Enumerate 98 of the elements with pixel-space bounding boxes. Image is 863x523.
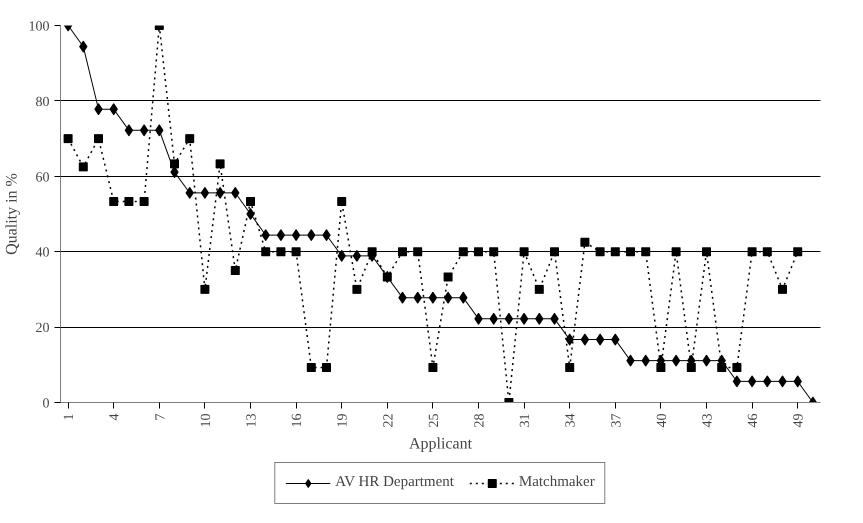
point bbox=[550, 247, 559, 256]
point bbox=[580, 238, 590, 247]
point bbox=[64, 134, 73, 144]
point bbox=[672, 354, 680, 367]
point bbox=[444, 272, 453, 282]
x-axis-title: Applicant bbox=[408, 436, 473, 452]
point bbox=[322, 362, 331, 372]
point bbox=[398, 292, 407, 304]
point bbox=[702, 354, 711, 367]
point bbox=[474, 247, 483, 256]
point bbox=[170, 159, 179, 168]
legend-label: AV HR Department bbox=[335, 474, 454, 491]
point bbox=[610, 247, 620, 256]
point bbox=[109, 197, 118, 206]
point bbox=[428, 362, 438, 372]
x-tick-label: 49 bbox=[792, 414, 807, 428]
point bbox=[520, 247, 529, 256]
point bbox=[748, 375, 756, 388]
point bbox=[686, 362, 696, 372]
x-tick-label: 19 bbox=[336, 414, 351, 428]
point bbox=[352, 250, 362, 262]
point bbox=[550, 312, 559, 325]
point bbox=[428, 292, 438, 304]
y-axis-title: Quality in % bbox=[4, 173, 20, 255]
point bbox=[140, 124, 148, 136]
point bbox=[230, 266, 240, 276]
x-tick-label: 22 bbox=[381, 414, 396, 428]
x-tick-label: 28 bbox=[472, 414, 488, 428]
point bbox=[216, 159, 225, 168]
point bbox=[489, 247, 498, 256]
point bbox=[124, 124, 134, 136]
point bbox=[626, 247, 635, 256]
point bbox=[748, 247, 757, 256]
x-tick-label: 13 bbox=[244, 414, 260, 428]
point bbox=[216, 186, 224, 199]
point bbox=[200, 186, 210, 199]
point bbox=[534, 284, 544, 294]
y-tick-label: 0 bbox=[42, 396, 50, 412]
point bbox=[580, 334, 590, 346]
point bbox=[246, 208, 255, 220]
x-tick-label: 46 bbox=[746, 414, 762, 428]
point bbox=[474, 312, 483, 325]
point bbox=[292, 247, 301, 256]
point bbox=[672, 247, 681, 256]
y-tick-label: 20 bbox=[36, 321, 50, 336]
point bbox=[322, 229, 331, 242]
x-tick-label: 10 bbox=[198, 414, 214, 428]
point bbox=[352, 284, 362, 294]
point bbox=[78, 162, 88, 172]
point bbox=[565, 362, 574, 372]
x-tick-label: 31 bbox=[518, 414, 534, 428]
point bbox=[413, 247, 422, 256]
point bbox=[306, 362, 316, 372]
point bbox=[656, 362, 666, 372]
point bbox=[778, 284, 787, 294]
point bbox=[368, 247, 377, 256]
x-tick-label: 4 bbox=[108, 414, 123, 420]
point bbox=[717, 362, 726, 372]
point bbox=[398, 247, 407, 256]
point bbox=[762, 247, 772, 256]
point bbox=[458, 247, 468, 256]
point bbox=[793, 247, 802, 256]
point bbox=[94, 103, 103, 116]
point bbox=[641, 247, 650, 256]
point bbox=[702, 247, 711, 256]
point bbox=[276, 247, 286, 256]
x-tick-label: 1 bbox=[62, 414, 78, 420]
point bbox=[626, 354, 635, 367]
x-tick-label: 37 bbox=[609, 414, 624, 428]
point bbox=[140, 197, 149, 206]
point bbox=[520, 312, 528, 325]
point bbox=[94, 134, 103, 144]
point bbox=[261, 247, 270, 256]
x-tick-label: 16 bbox=[290, 414, 306, 428]
point bbox=[246, 197, 255, 206]
x-tick-label: 40 bbox=[654, 414, 670, 428]
point bbox=[596, 334, 604, 346]
point bbox=[778, 375, 787, 388]
point bbox=[124, 197, 134, 206]
point bbox=[292, 229, 300, 242]
y-tick-label: 60 bbox=[36, 170, 50, 186]
y-tick-label: 80 bbox=[36, 94, 50, 110]
point bbox=[732, 362, 742, 372]
point bbox=[732, 375, 742, 388]
legend-label: Matchmaker bbox=[518, 474, 595, 491]
point bbox=[444, 292, 452, 304]
point bbox=[276, 229, 286, 242]
x-tick-label: 34 bbox=[564, 414, 579, 428]
y-tick-label: 100 bbox=[28, 20, 50, 34]
y-tick-label: 40 bbox=[36, 246, 50, 261]
x-tick-label: 25 bbox=[426, 414, 442, 428]
x-tick-label: 43 bbox=[700, 414, 716, 428]
point bbox=[337, 197, 346, 206]
x-tick-label: 7 bbox=[153, 414, 168, 420]
point bbox=[596, 247, 605, 256]
point bbox=[185, 134, 194, 144]
point bbox=[504, 312, 514, 325]
point bbox=[200, 284, 210, 294]
